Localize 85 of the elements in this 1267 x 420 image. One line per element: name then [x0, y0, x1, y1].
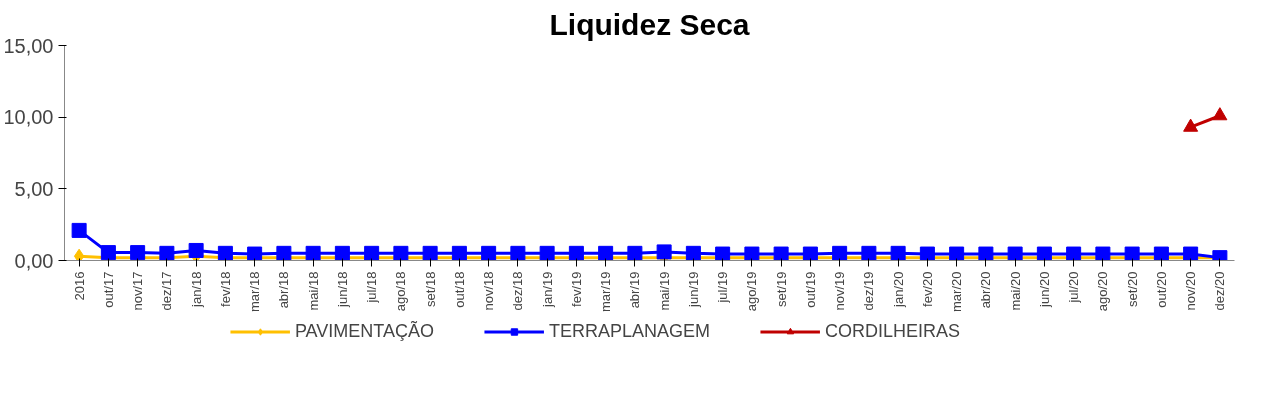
point	[832, 245, 848, 261]
x-tick-label: nov/20	[1183, 271, 1199, 311]
x-tick-label: out/17	[100, 271, 116, 308]
legend-label: TERRAPLANAGEM	[548, 320, 711, 342]
x-tick-label: out/19	[802, 271, 818, 308]
point	[510, 245, 526, 261]
x-tick-label: dez/17	[159, 271, 175, 311]
point	[685, 245, 701, 261]
x-tick-label: set/20	[1124, 271, 1140, 307]
point	[627, 245, 643, 261]
x-tick-label: jan/20	[890, 271, 906, 308]
x-tick-label: 2016	[71, 271, 87, 301]
x-tick-label: nov/18	[481, 271, 497, 311]
point	[773, 246, 789, 261]
x-tick-label: jun/20	[1036, 271, 1052, 308]
x-tick-label: ago/20	[1095, 271, 1111, 312]
y-tick-label: 0,00	[14, 249, 54, 272]
x-tick-label: jan/19	[539, 271, 555, 308]
point	[568, 245, 584, 261]
x-tick-label: jun/19	[685, 271, 701, 308]
x-tick-label: jul/20	[1066, 271, 1082, 304]
point	[1036, 246, 1052, 261]
point	[276, 245, 292, 261]
point	[305, 245, 321, 261]
point	[1095, 246, 1111, 261]
x-tick-label: dez/18	[510, 271, 526, 311]
point	[1007, 246, 1023, 261]
x-tick-label: mar/18	[247, 271, 263, 312]
x-tick-label: ago/19	[744, 271, 760, 312]
point	[393, 245, 409, 261]
x-tick-label: set/18	[422, 271, 438, 307]
point	[71, 222, 87, 238]
x-tick-label: fev/19	[568, 271, 584, 307]
point	[364, 245, 380, 261]
x-tick-label: dez/20	[1212, 271, 1228, 311]
y-tick-label: 10,00	[3, 106, 54, 129]
point	[451, 245, 467, 261]
x-tick-label: jun/18	[334, 271, 350, 308]
x-tick-label: mar/20	[949, 271, 965, 312]
point	[159, 245, 175, 261]
x-tick-label: mai/20	[1007, 271, 1023, 311]
point	[978, 246, 994, 261]
legend-label: CORDILHEIRAS	[825, 320, 961, 342]
x-tick-label: fev/18	[217, 271, 233, 307]
chart-title: Liquidez Seca	[549, 7, 750, 41]
x-tick-label: mar/19	[598, 271, 614, 312]
x-tick-label: nov/19	[832, 271, 848, 311]
point	[481, 245, 497, 261]
point	[715, 246, 731, 261]
y-tick-label: 5,00	[14, 177, 54, 200]
point	[1153, 246, 1169, 261]
point	[861, 245, 877, 261]
point	[802, 246, 818, 261]
x-tick-label: abr/20	[978, 271, 994, 309]
point	[744, 246, 760, 261]
x-tick-label: jan/18	[188, 271, 204, 308]
point	[919, 246, 935, 261]
x-tick-label: mai/18	[305, 271, 321, 311]
x-tick-label: set/19	[773, 271, 789, 307]
x-tick-label: out/18	[451, 271, 467, 308]
x-tick-label: nov/17	[130, 271, 146, 311]
y-tick-label: 15,00	[3, 34, 54, 57]
point	[217, 245, 233, 261]
point	[890, 245, 906, 261]
x-tick-label: abr/19	[627, 271, 643, 309]
x-tick-label: jul/18	[364, 271, 380, 304]
point	[1183, 246, 1199, 261]
point	[188, 242, 204, 258]
point	[949, 246, 965, 261]
legend-label: PAVIMENTAÇÃO	[294, 320, 434, 342]
point	[598, 245, 614, 261]
x-tick-label: jul/19	[715, 271, 731, 304]
point	[73, 248, 85, 261]
x-tick-label: fev/20	[919, 271, 935, 307]
x-tick-label: abr/18	[276, 271, 292, 309]
point	[247, 246, 263, 261]
point	[1124, 246, 1140, 261]
point	[539, 245, 555, 261]
x-tick-label: out/20	[1153, 271, 1169, 308]
point	[422, 245, 438, 261]
x-tick-label: dez/19	[861, 271, 877, 311]
x-tick-label: ago/18	[393, 271, 409, 312]
point	[334, 245, 350, 261]
x-tick-label: mai/19	[656, 271, 672, 311]
point	[1066, 246, 1082, 261]
